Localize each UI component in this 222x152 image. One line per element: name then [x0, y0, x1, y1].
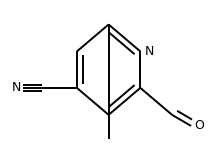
- Text: O: O: [194, 119, 204, 132]
- Text: N: N: [11, 81, 21, 94]
- Text: N: N: [145, 45, 155, 58]
